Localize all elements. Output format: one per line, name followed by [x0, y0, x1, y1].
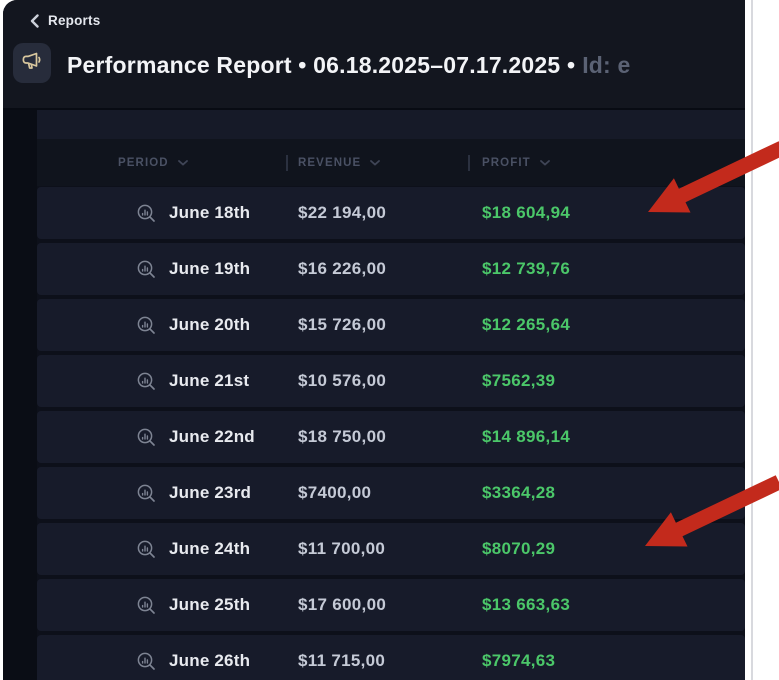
period-cell: June 21st: [169, 371, 250, 390]
chevron-down-icon: [370, 157, 381, 169]
column-header-period[interactable]: PERIOD: [118, 139, 188, 186]
annotation-arrow-june24-profit: [645, 475, 779, 547]
revenue-cell: $22 194,00: [298, 203, 387, 222]
breadcrumb-back[interactable]: Reports: [30, 13, 100, 28]
column-label: REVENUE: [298, 156, 362, 169]
table-header: PERIOD REVENUE PROFIT: [37, 139, 745, 186]
profit-cell: $7974,63: [482, 651, 556, 670]
table-top-spacer: [37, 110, 745, 139]
table-row[interactable]: June 21st $10 576,00 $7562,39: [37, 355, 745, 407]
table-rows: June 18th $22 194,00 $18 604,94 June 19t…: [37, 187, 745, 680]
revenue-cell: $10 576,00: [298, 371, 387, 390]
table-row[interactable]: June 23rd $7400,00 $3364,28: [37, 467, 745, 519]
column-separator: [286, 155, 288, 171]
magnifier-chart-icon[interactable]: [136, 187, 157, 239]
magnifier-chart-icon[interactable]: [136, 243, 157, 295]
column-header-profit[interactable]: PROFIT: [482, 139, 550, 186]
period-cell: June 24th: [169, 539, 251, 558]
report-panel: Reports Performance Report • 06.18.2025–…: [3, 0, 745, 680]
magnifier-chart-icon[interactable]: [136, 411, 157, 463]
breadcrumb-label: Reports: [48, 13, 101, 28]
chevron-down-icon: [177, 157, 188, 169]
magnifier-chart-icon[interactable]: [136, 523, 157, 575]
revenue-cell: $7400,00: [298, 483, 372, 502]
chevron-down-icon: [539, 157, 550, 169]
profit-cell: $7562,39: [482, 371, 556, 390]
table-row[interactable]: June 24th $11 700,00 $8070,29: [37, 523, 745, 575]
period-cell: June 23rd: [169, 483, 252, 502]
report-table: PERIOD REVENUE PROFIT: [37, 110, 745, 680]
page-right-border: [751, 0, 753, 680]
profit-cell: $3364,28: [482, 483, 556, 502]
table-row[interactable]: June 20th $15 726,00 $12 265,64: [37, 299, 745, 351]
period-cell: June 19th: [169, 259, 251, 278]
column-label: PROFIT: [482, 156, 531, 169]
content-area: PERIOD REVENUE PROFIT: [3, 110, 745, 680]
topbar: Reports Performance Report • 06.18.2025–…: [3, 0, 745, 110]
period-cell: June 25th: [169, 595, 251, 614]
table-row[interactable]: June 26th $11 715,00 $7974,63: [37, 635, 745, 680]
title-row: Performance Report • 06.18.2025–07.17.20…: [67, 48, 745, 82]
megaphone-icon: [20, 49, 44, 78]
magnifier-chart-icon[interactable]: [136, 299, 157, 351]
profit-cell: $12 739,76: [482, 259, 571, 278]
profit-cell: $12 265,64: [482, 315, 571, 334]
page-title: Performance Report • 06.18.2025–07.17.20…: [67, 51, 576, 78]
revenue-cell: $15 726,00: [298, 315, 387, 334]
profit-cell: $18 604,94: [482, 203, 571, 222]
period-cell: June 26th: [169, 651, 251, 670]
table-row[interactable]: June 18th $22 194,00 $18 604,94: [37, 187, 745, 239]
table-row[interactable]: June 19th $16 226,00 $12 739,76: [37, 243, 745, 295]
profit-cell: $14 896,14: [482, 427, 571, 446]
period-cell: June 18th: [169, 203, 251, 222]
magnifier-chart-icon[interactable]: [136, 355, 157, 407]
annotation-arrow-june18-profit: [648, 141, 779, 213]
left-rail: [3, 110, 37, 680]
revenue-cell: $16 226,00: [298, 259, 387, 278]
column-label: PERIOD: [118, 156, 169, 169]
revenue-cell: $11 700,00: [298, 539, 386, 558]
profit-cell: $8070,29: [482, 539, 556, 558]
revenue-cell: $17 600,00: [298, 595, 387, 614]
period-cell: June 22nd: [169, 427, 255, 446]
profit-cell: $13 663,63: [482, 595, 571, 614]
column-header-revenue[interactable]: REVENUE: [298, 139, 381, 186]
table-row[interactable]: June 25th $17 600,00 $13 663,63: [37, 579, 745, 631]
magnifier-chart-icon[interactable]: [136, 635, 157, 680]
column-separator: [468, 155, 470, 171]
page-title-id: Id: e: [582, 51, 631, 78]
magnifier-chart-icon[interactable]: [136, 467, 157, 519]
revenue-cell: $11 715,00: [298, 651, 386, 670]
magnifier-chart-icon[interactable]: [136, 579, 157, 631]
revenue-cell: $18 750,00: [298, 427, 387, 446]
report-icon-box: [13, 43, 51, 83]
period-cell: June 20th: [169, 315, 251, 334]
table-row[interactable]: June 22nd $18 750,00 $14 896,14: [37, 411, 745, 463]
chevron-left-icon: [30, 13, 39, 28]
